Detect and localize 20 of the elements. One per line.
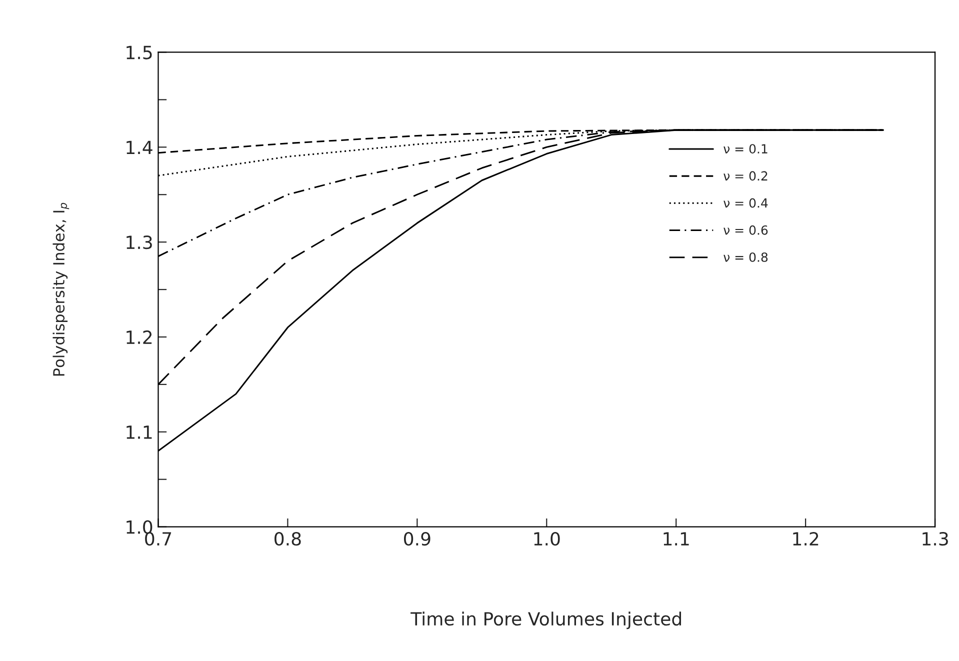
x-tick-label: 0.8	[274, 532, 301, 546]
y-tick-label: 1.3	[126, 236, 152, 250]
legend-label: ν = 0.2	[724, 171, 768, 181]
x-axis-title: Time in Pore Volumes Injected	[410, 612, 682, 630]
x-tick-label: 0.9	[404, 532, 430, 546]
y-tick-label: 1.0	[126, 520, 152, 534]
y-axis-title: Polydispersity Index, I$_{p}$	[52, 202, 70, 376]
y-tick-label: 1.5	[126, 46, 152, 60]
x-tick-label: 0.7	[145, 532, 172, 546]
x-tick-label: 1.0	[534, 532, 560, 546]
legend-label: ν = 0.1	[724, 144, 768, 154]
legend-label: ν = 0.6	[724, 225, 768, 235]
y-tick-label: 1.1	[126, 426, 152, 439]
x-tick-label: 1.2	[793, 532, 818, 546]
x-tick-label: 1.3	[922, 532, 948, 546]
x-tick-label: 1.1	[664, 532, 689, 546]
y-tick-label: 1.2	[126, 330, 152, 344]
legend-label: ν = 0.4	[724, 198, 768, 208]
y-tick-label: 1.4	[126, 140, 152, 154]
legend-label: ν = 0.8	[724, 252, 768, 262]
